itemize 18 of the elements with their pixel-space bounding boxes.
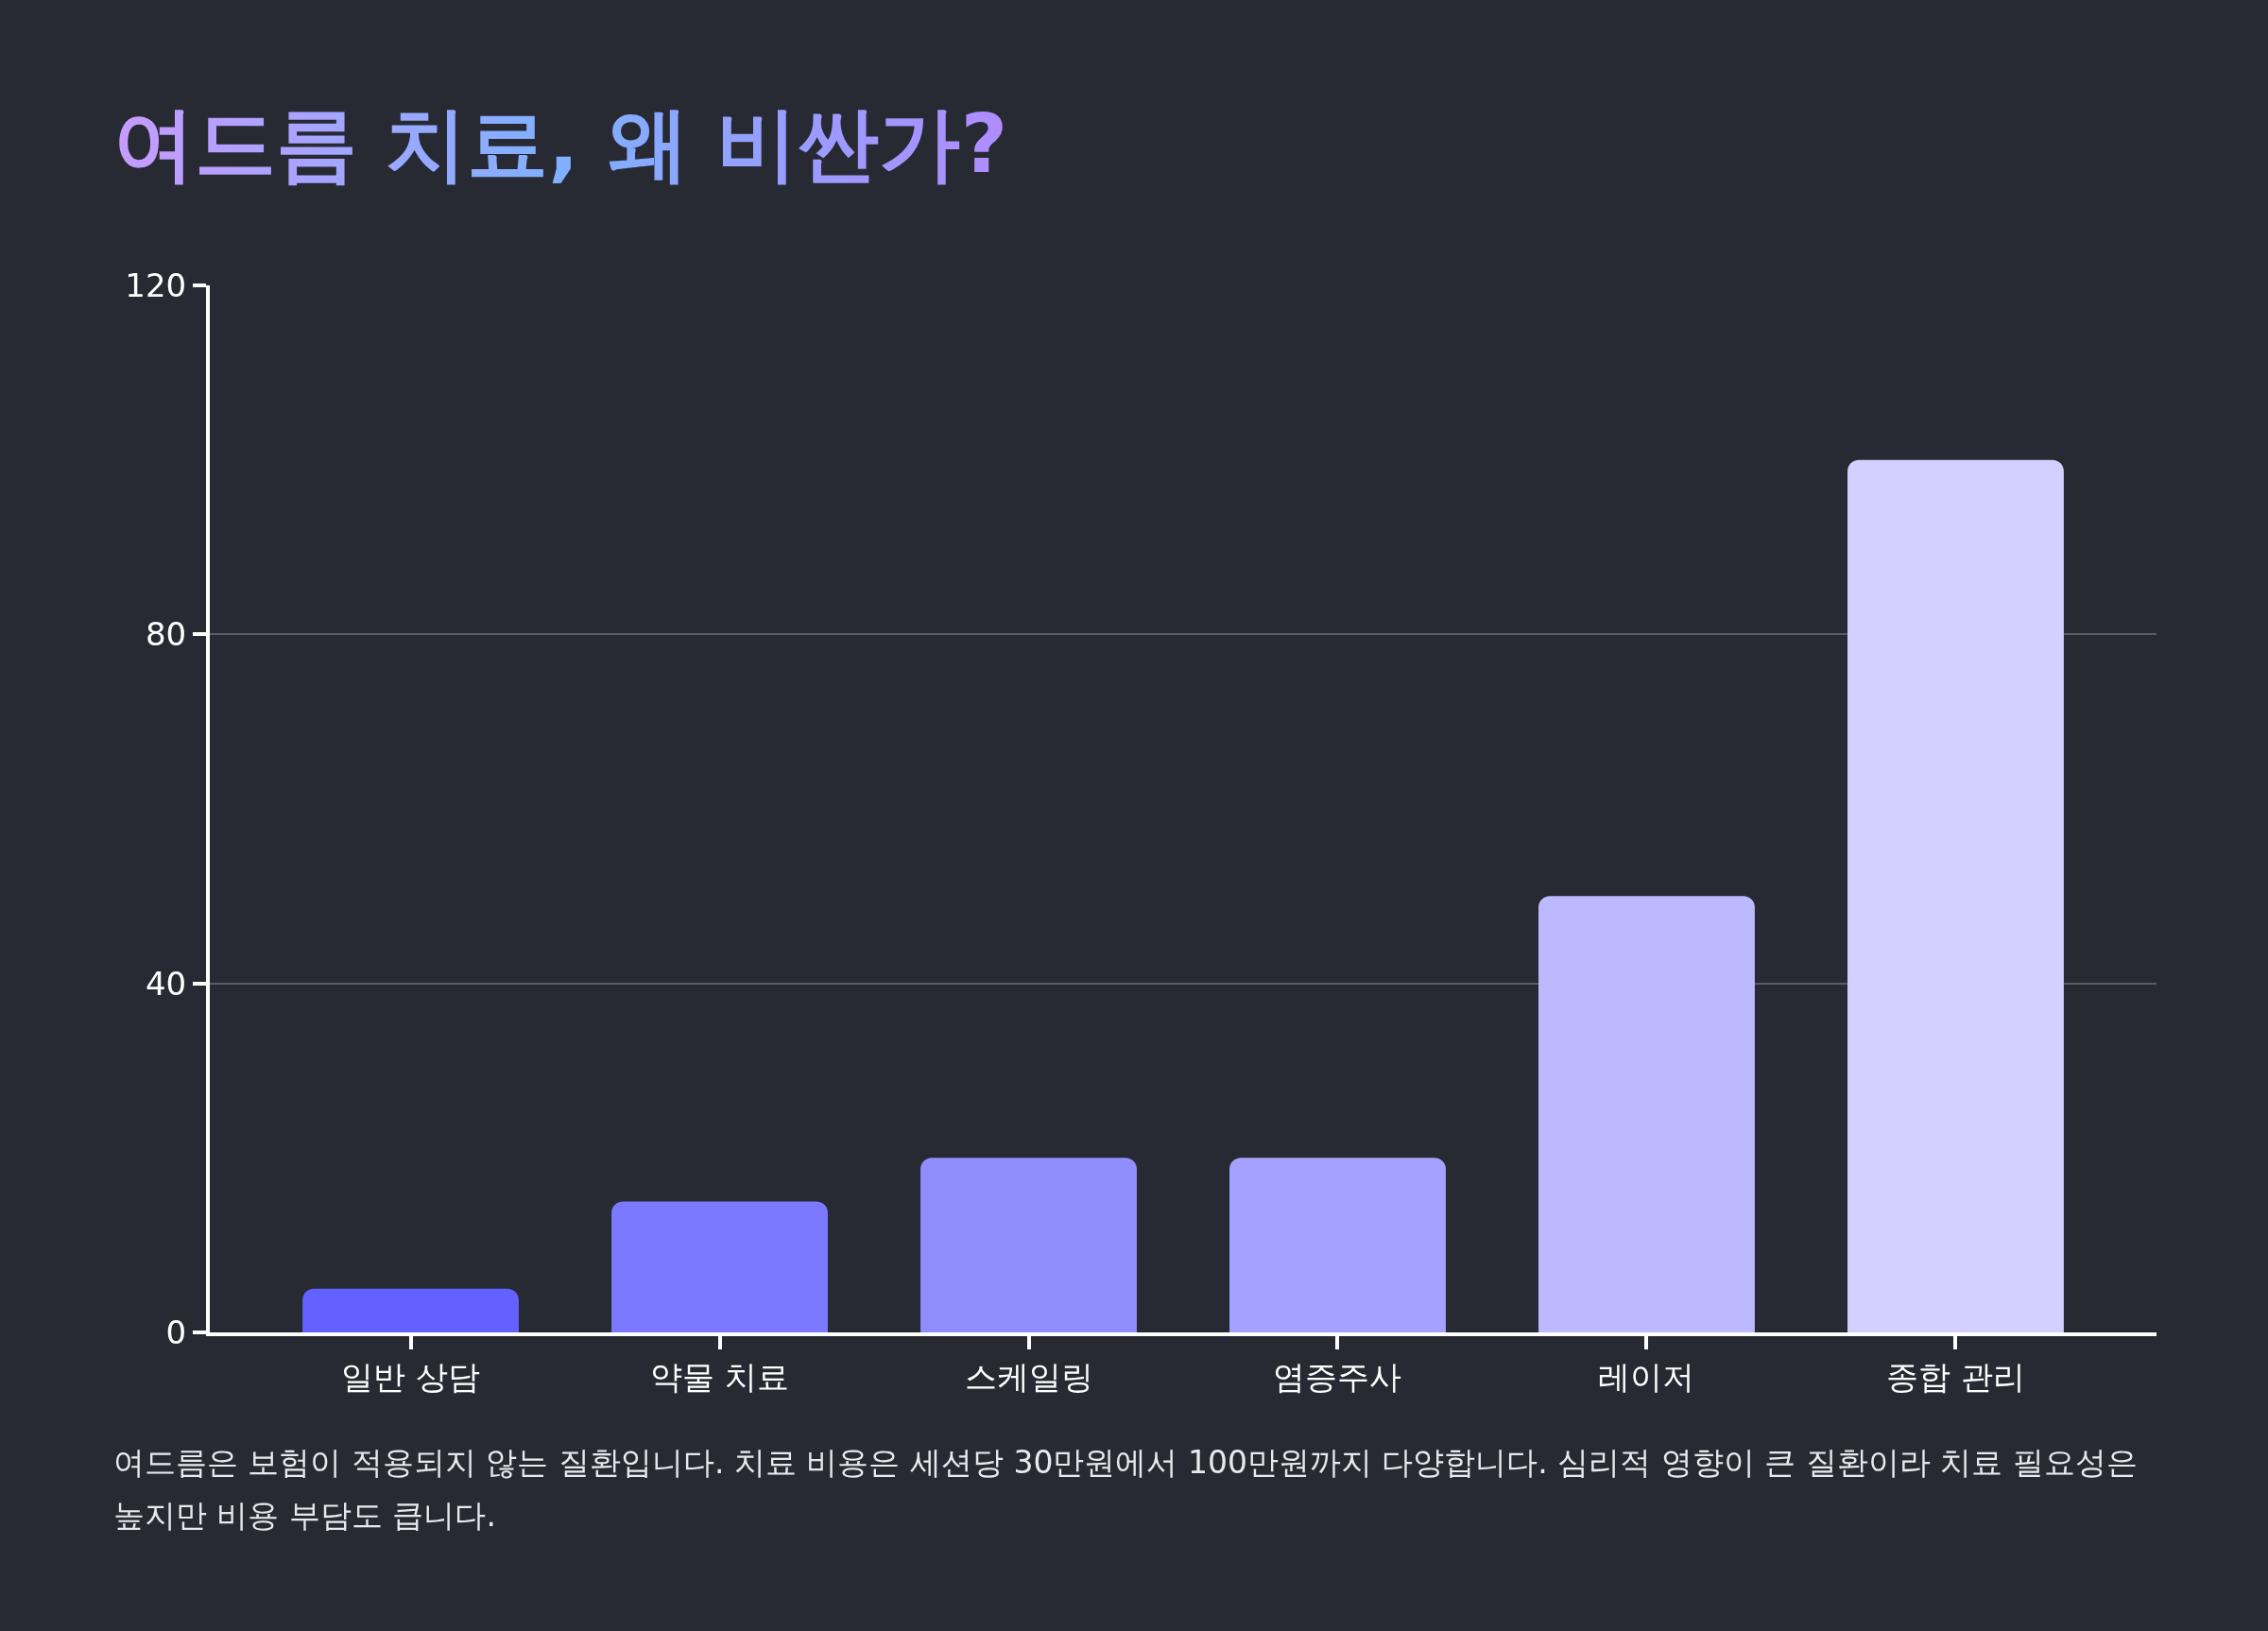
y-tick-label: 80 <box>145 615 187 654</box>
x-tick-label: 염증주사 <box>1273 1357 1402 1396</box>
x-tick-label: 스케일링 <box>964 1357 1093 1396</box>
bar <box>302 1288 519 1332</box>
bar <box>920 1158 1137 1332</box>
bar <box>1229 1158 1446 1332</box>
text: 여드름은 보험이 적용되지 않는 질환입니다. 치료 비용은 세션당 30만원에서 100만원까지 다양합니다. 심리적 영향이 큰 질환이라 치료 필요성은 높지만 비용 부담도 큽니다. <box>113 1443 2139 1536</box>
bar <box>1847 459 2064 1332</box>
x-tick-label: 종합 관리 <box>1886 1357 2025 1396</box>
x-tick-label: 일반 상담 <box>341 1357 480 1396</box>
bar <box>611 1201 828 1332</box>
y-tick-label: 0 <box>165 1313 187 1351</box>
chart-title: 여드름 치료, 왜 비싼가? <box>113 90 1008 200</box>
bar <box>1538 896 1755 1332</box>
y-tick-label: 40 <box>145 964 187 1003</box>
y-tick-label: 120 <box>125 266 187 304</box>
x-tick-label: 약물 치료 <box>650 1357 789 1396</box>
x-tick-label: 레이저 <box>1598 1357 1695 1396</box>
